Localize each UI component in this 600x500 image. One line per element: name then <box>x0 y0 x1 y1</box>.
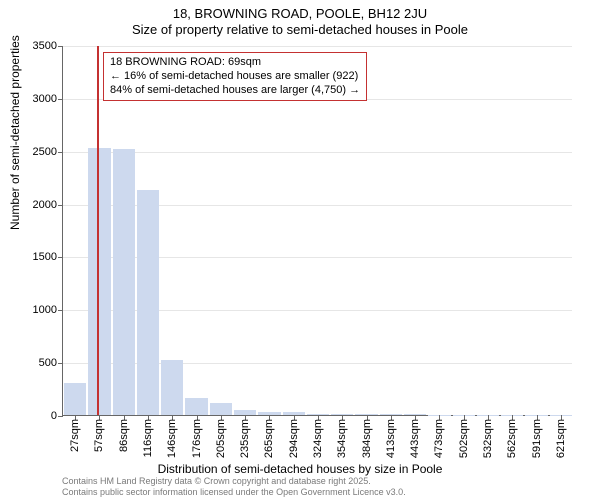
histogram-bar <box>113 149 135 415</box>
annotation-box: 18 BROWNING ROAD: 69sqm ← 16% of semi-de… <box>103 52 367 101</box>
xtick-label: 116sqm <box>142 415 154 457</box>
ytick-label: 500 <box>39 357 63 369</box>
annotation-line2: ← 16% of semi-detached houses are smalle… <box>110 70 360 84</box>
xtick-label: 354sqm <box>336 415 348 458</box>
xtick-label: 443sqm <box>409 415 421 458</box>
chart-title-line1: 18, BROWNING ROAD, POOLE, BH12 2JU <box>0 6 600 22</box>
xtick-label: 384sqm <box>361 415 373 458</box>
footer-text: Contains HM Land Registry data © Crown c… <box>62 476 406 498</box>
xtick-label: 176sqm <box>191 415 203 458</box>
xtick-label: 146sqm <box>166 415 178 458</box>
x-axis-label: Distribution of semi-detached houses by … <box>0 462 600 476</box>
xtick-label: 57sqm <box>93 415 105 452</box>
xtick-label: 265sqm <box>263 415 275 458</box>
xtick-label: 621sqm <box>555 415 567 458</box>
histogram-bar <box>88 148 110 415</box>
xtick-label: 562sqm <box>506 415 518 458</box>
xtick-label: 532sqm <box>482 415 494 458</box>
xtick-label: 324sqm <box>312 415 324 458</box>
gridline <box>63 46 572 47</box>
ytick-label: 3500 <box>33 40 63 52</box>
reference-line <box>97 46 99 415</box>
xtick-label: 473sqm <box>433 415 445 458</box>
histogram-bar <box>185 398 207 415</box>
footer-line1: Contains HM Land Registry data © Crown c… <box>62 476 406 487</box>
histogram-bar <box>137 190 159 415</box>
ytick-label: 1500 <box>33 251 63 263</box>
histogram-bar <box>161 360 183 415</box>
chart-container: 18, BROWNING ROAD, POOLE, BH12 2JU Size … <box>0 0 600 500</box>
xtick-label: 27sqm <box>69 415 81 452</box>
xtick-label: 235sqm <box>239 415 251 458</box>
histogram-bar <box>210 403 232 415</box>
ytick-label: 2500 <box>33 146 63 158</box>
xtick-label: 86sqm <box>118 415 130 452</box>
ytick-label: 0 <box>51 410 63 422</box>
histogram-bar <box>64 383 86 415</box>
xtick-label: 413sqm <box>385 415 397 458</box>
xtick-label: 591sqm <box>531 415 543 458</box>
gridline <box>63 152 572 153</box>
footer-line2: Contains public sector information licen… <box>62 487 406 498</box>
annotation-line1: 18 BROWNING ROAD: 69sqm <box>110 56 360 70</box>
xtick-label: 502sqm <box>458 415 470 458</box>
chart-title-line2: Size of property relative to semi-detach… <box>0 22 600 38</box>
y-axis-label: Number of semi-detached properties <box>8 35 22 230</box>
annotation-line3: 84% of semi-detached houses are larger (… <box>110 84 360 98</box>
ytick-label: 3000 <box>33 93 63 105</box>
plot-area: 050010001500200025003000350027sqm57sqm86… <box>62 46 572 416</box>
ytick-label: 1000 <box>33 304 63 316</box>
xtick-label: 205sqm <box>215 415 227 458</box>
chart-title-block: 18, BROWNING ROAD, POOLE, BH12 2JU Size … <box>0 0 600 39</box>
ytick-label: 2000 <box>33 199 63 211</box>
xtick-label: 294sqm <box>288 415 300 458</box>
